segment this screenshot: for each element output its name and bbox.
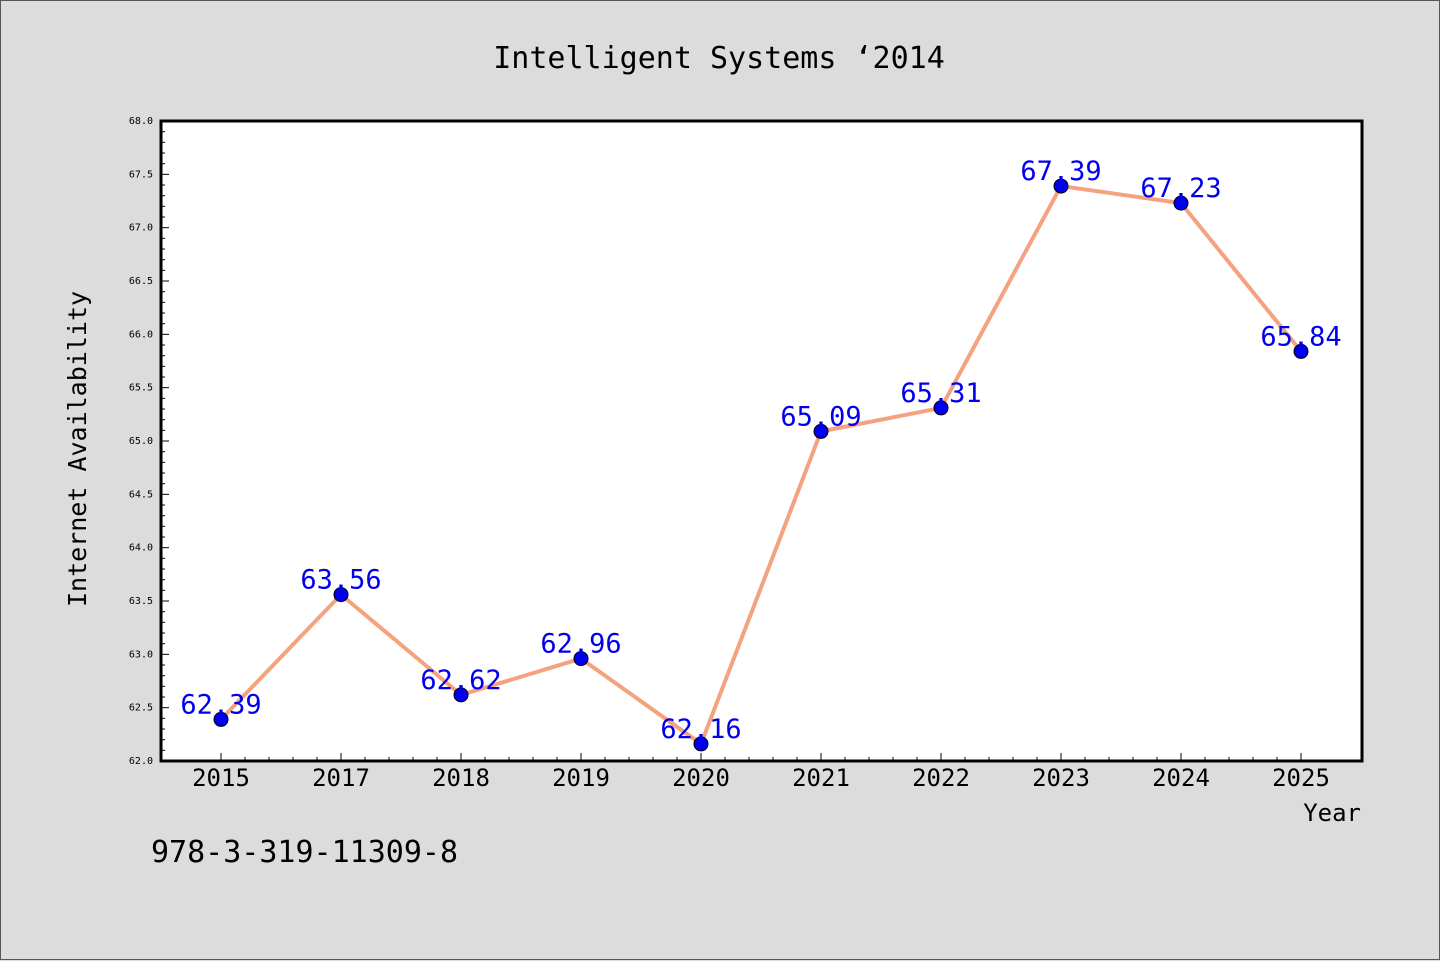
x-tick-label: 2019	[552, 764, 610, 792]
y-tick-label: 66.0	[129, 329, 153, 340]
x-axis-label: Year	[1303, 799, 1361, 827]
y-tick-label: 64.0	[129, 543, 153, 554]
data-point	[453, 687, 469, 703]
data-label: 65.84	[1260, 321, 1341, 352]
data-series: 62.39 63.56 62.62 62.96 62.16 65.09 65.31 67.39…	[180, 156, 1342, 752]
x-tick-label: 2024	[1152, 764, 1210, 792]
y-tick-label: 63.0	[129, 649, 153, 660]
data-point	[333, 587, 349, 603]
y-axis: 62.0 62.5 63.0 63.5 64.0 64.5 65.0 65.5 66.0 66.5…	[129, 116, 169, 767]
data-label: 67.23	[1140, 173, 1221, 204]
y-tick-label: 67.0	[129, 223, 153, 234]
plot-area	[161, 121, 1362, 761]
data-point	[693, 736, 709, 752]
y-tick-label: 63.5	[129, 596, 153, 607]
series-line	[219, 184, 1303, 746]
data-label: 63.56	[300, 565, 381, 596]
data-label: 62.96	[540, 629, 621, 660]
data-point	[813, 423, 829, 439]
x-tick-label: 2020	[672, 764, 730, 792]
y-tick-label: 64.5	[129, 489, 153, 500]
x-tick-label: 2017	[312, 764, 370, 792]
data-label: 67.39	[1020, 156, 1101, 187]
x-axis: 2015 2017 2018 2019 2020 2021 2022 2023 2024 2025	[192, 753, 1330, 792]
y-tick-label: 65.0	[129, 436, 153, 447]
y-tick-label: 62.0	[129, 756, 153, 767]
x-tick-label: 2022	[912, 764, 970, 792]
data-point	[1173, 195, 1189, 211]
data-label: 62.16	[660, 714, 741, 745]
y-tick-label: 62.5	[129, 703, 153, 714]
data-point	[933, 400, 949, 416]
x-tick-label: 2023	[1032, 764, 1090, 792]
isbn-footer: 978-3-319-11309-8	[151, 835, 459, 870]
data-point	[1293, 343, 1309, 359]
x-tick-label: 2021	[792, 764, 850, 792]
data-point	[1053, 178, 1069, 194]
y-tick-label: 66.5	[129, 276, 153, 287]
y-tick-label: 65.5	[129, 383, 153, 394]
chart-title: Intelligent Systems ‘2014	[493, 41, 945, 76]
plot-border	[159, 119, 1364, 763]
x-tick-label: 2025	[1272, 764, 1330, 792]
x-tick-label: 2015	[192, 764, 250, 792]
x-tick-label: 2018	[432, 764, 490, 792]
data-label: 65.31	[900, 378, 981, 409]
y-axis-label: Internet Availability	[63, 291, 92, 607]
data-point	[573, 651, 589, 667]
data-point	[213, 711, 229, 727]
y-tick-label: 68.0	[129, 116, 153, 127]
y-tick-label: 67.5	[129, 169, 153, 180]
data-label: 62.39	[180, 689, 261, 720]
data-label: 65.09	[780, 401, 861, 432]
data-label: 62.62	[420, 665, 501, 696]
